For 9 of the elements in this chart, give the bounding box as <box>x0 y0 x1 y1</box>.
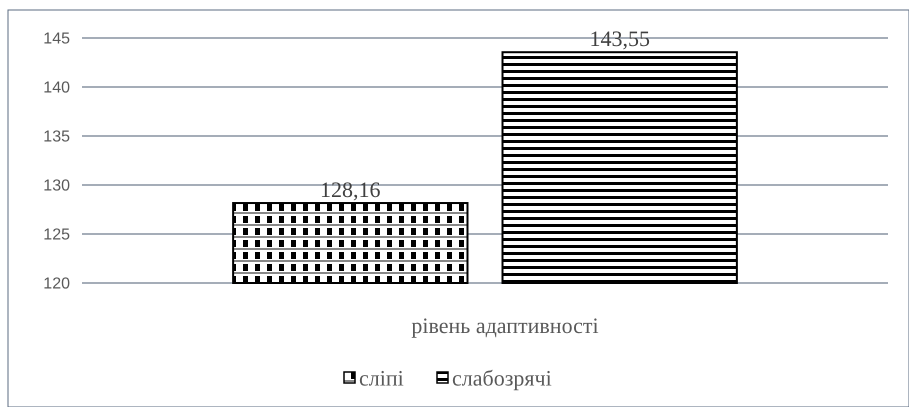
y-tick-label: 120 <box>43 276 70 293</box>
legend-label: слабозрячі <box>452 366 552 391</box>
y-tick-label: 140 <box>43 80 70 97</box>
y-tick-label: 135 <box>43 128 70 146</box>
legend-label: сліпі <box>359 366 404 391</box>
y-tick-label: 125 <box>43 226 70 244</box>
y-tick-label: 145 <box>43 30 70 48</box>
y-tick-label: 130 <box>43 178 70 195</box>
x-axis-title: рівень адаптивності <box>411 313 599 338</box>
